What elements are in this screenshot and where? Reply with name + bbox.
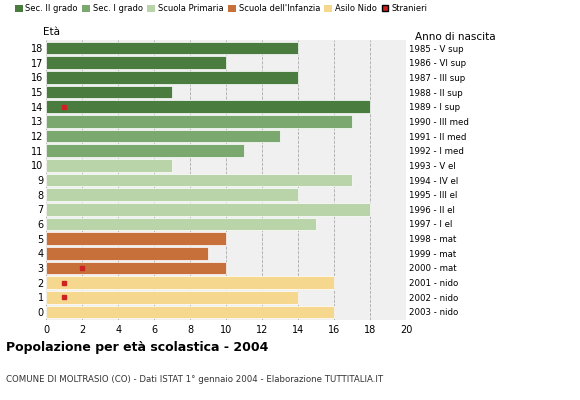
Text: Popolazione per età scolastica - 2004: Popolazione per età scolastica - 2004 [6, 341, 268, 354]
Bar [46, 232, 226, 245]
Bar [46, 42, 298, 54]
Bar [46, 86, 172, 98]
Bar [46, 247, 208, 260]
Bar [46, 276, 334, 289]
Bar [46, 262, 226, 274]
Bar [46, 71, 298, 84]
Bar [46, 144, 244, 157]
Text: Età: Età [43, 27, 60, 37]
Bar [46, 174, 352, 186]
Bar [46, 100, 370, 113]
Text: COMUNE DI MOLTRASIO (CO) - Dati ISTAT 1° gennaio 2004 - Elaborazione TUTTITALIA.: COMUNE DI MOLTRASIO (CO) - Dati ISTAT 1°… [6, 375, 383, 384]
Bar [46, 306, 334, 318]
Text: Anno di nascita: Anno di nascita [415, 32, 495, 42]
Bar [46, 56, 226, 69]
Legend: Sec. II grado, Sec. I grado, Scuola Primaria, Scuola dell'Infanzia, Asilo Nido, : Sec. II grado, Sec. I grado, Scuola Prim… [14, 4, 428, 14]
Bar [46, 130, 280, 142]
Bar [46, 115, 352, 128]
Bar [46, 203, 370, 216]
Bar [46, 218, 316, 230]
Bar [46, 291, 298, 304]
Bar [46, 159, 172, 172]
Bar [46, 188, 298, 201]
